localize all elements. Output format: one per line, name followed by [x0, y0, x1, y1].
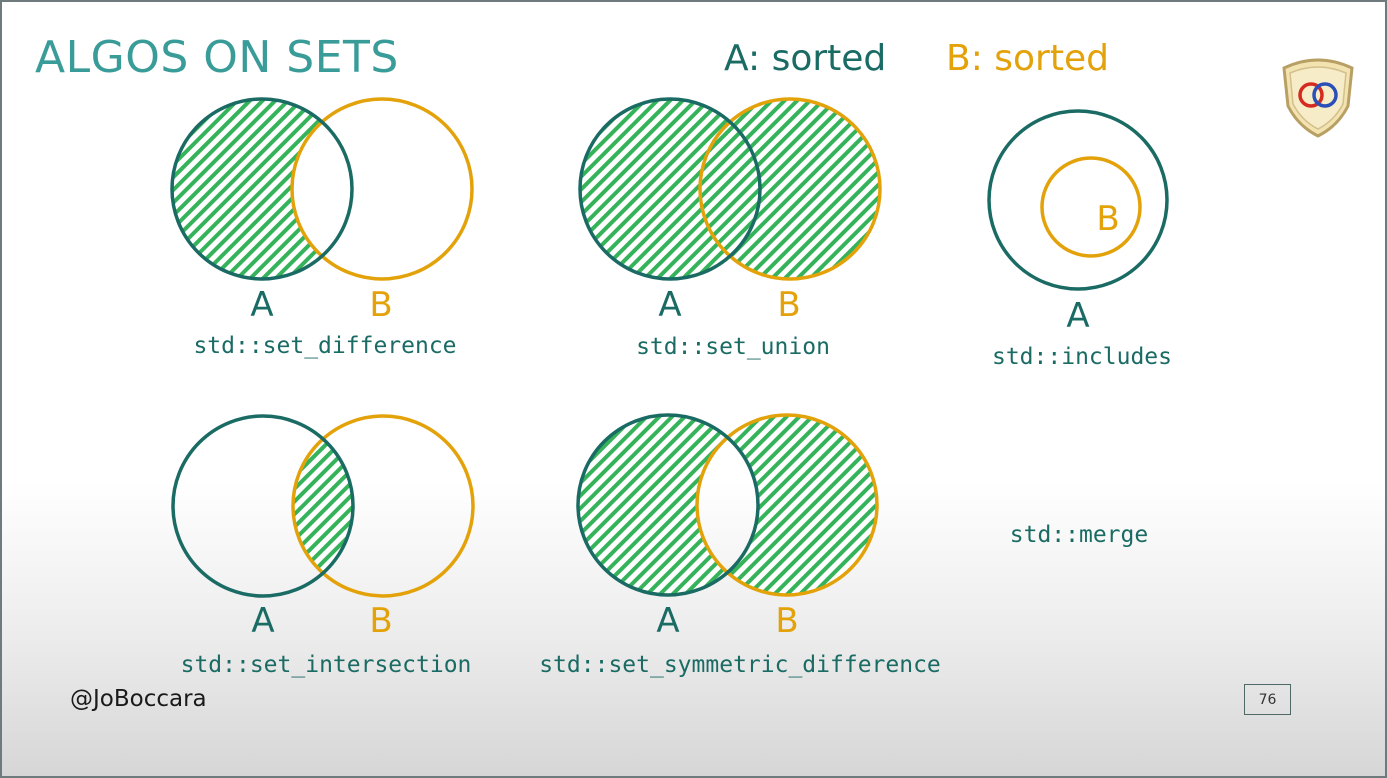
set-a-circle — [170, 97, 354, 281]
intersection-fill — [293, 416, 353, 596]
set-a-label: A — [656, 601, 679, 641]
set-b-circle — [290, 97, 474, 281]
set-a-label: A — [251, 601, 274, 641]
set-b-label: B — [775, 601, 798, 641]
slide-title: ALGOS ON SETS — [35, 32, 399, 83]
legend-set-a: A: sorted — [724, 38, 887, 79]
caption-merge: std::merge — [1010, 522, 1148, 548]
set-a-fill — [172, 99, 352, 279]
set-b-circle — [695, 413, 879, 597]
set-a-label: A — [658, 285, 681, 325]
set-b-circle — [1040, 156, 1142, 258]
diagram-set-union: A B std::set_union — [578, 97, 882, 360]
set-a-circle — [987, 109, 1169, 291]
legend-set-b: B: sorted — [946, 38, 1109, 79]
shield-logo-icon — [1282, 58, 1354, 138]
author-handle: @JoBoccara — [70, 686, 207, 712]
diagram-includes: B A std::includes — [987, 109, 1172, 370]
set-b-fill — [697, 415, 877, 595]
set-a-circle — [578, 97, 762, 281]
caption-set-symmetric-difference: std::set_symmetric_difference — [539, 652, 941, 678]
diagram-set-intersection: A B std::set_intersection — [171, 414, 475, 678]
diagram-set-symmetric-difference: A B std::set_symmetric_difference — [539, 413, 941, 678]
caption-set-union: std::set_union — [636, 334, 830, 360]
page-number: 76 — [1244, 684, 1291, 715]
set-b-circle — [698, 97, 882, 281]
set-b-label: B — [369, 285, 392, 325]
set-a-circle — [576, 413, 760, 597]
diagram-merge: std::merge — [1010, 522, 1148, 548]
set-b-label: B — [777, 285, 800, 325]
set-a-circle — [171, 414, 355, 598]
set-b-label: B — [369, 601, 392, 641]
caption-set-difference: std::set_difference — [193, 333, 456, 359]
caption-includes: std::includes — [992, 344, 1172, 370]
diagram-set-difference: A B std::set_difference — [170, 97, 474, 359]
set-b-fill — [700, 99, 880, 279]
caption-set-intersection: std::set_intersection — [181, 652, 472, 678]
set-a-label: A — [250, 285, 273, 325]
set-a-label: A — [1066, 296, 1089, 336]
set-b-label: B — [1096, 199, 1119, 239]
set-b-circle — [291, 414, 475, 598]
